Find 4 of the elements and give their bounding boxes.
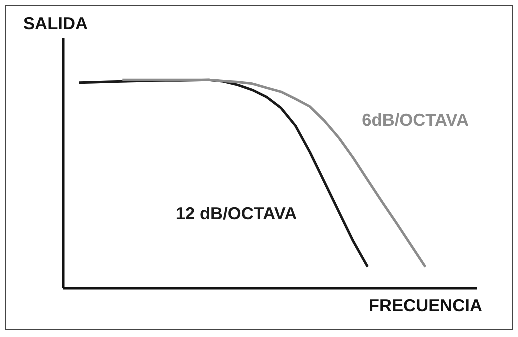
series-label: 6dB/OCTAVA [362,110,470,130]
y-axis-title: SALIDA [24,14,88,34]
x-axis-title: FRECUENCIA [368,296,483,316]
series-label: 12 dB/OCTAVA [176,204,298,224]
